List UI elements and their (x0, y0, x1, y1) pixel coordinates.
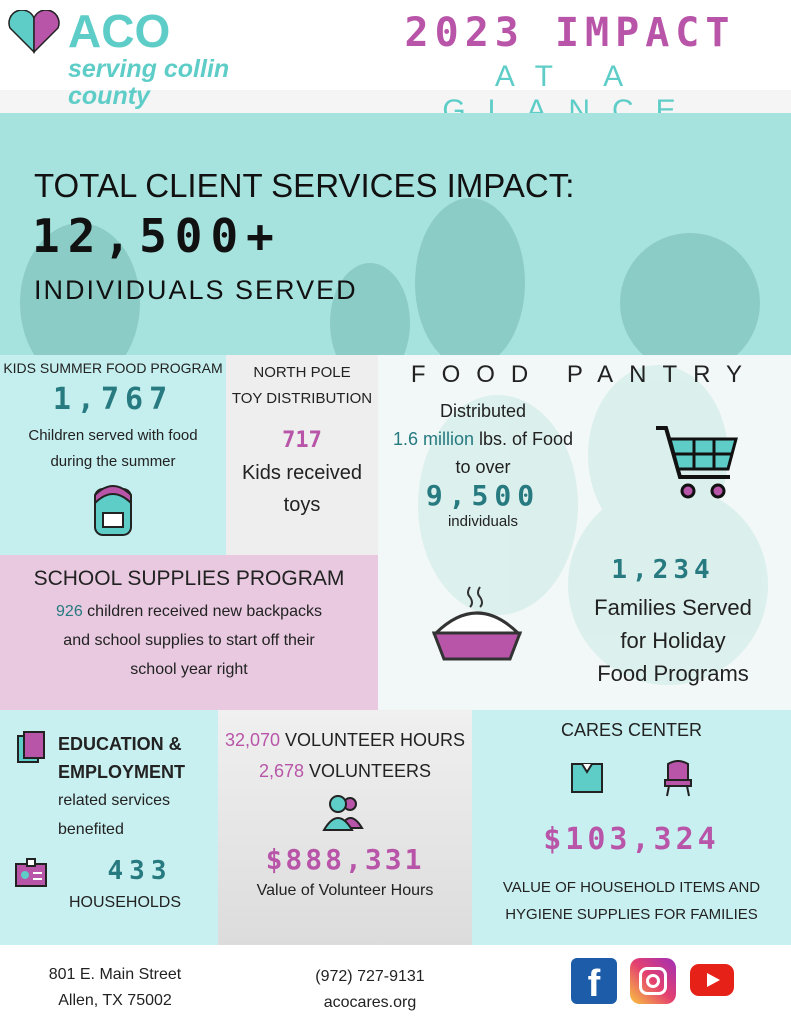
banner-caption: INDIVIDUALS SERVED (34, 275, 358, 305)
total-impact-banner: TOTAL CLIENT SERVICES IMPACT: 12,500+ IN… (0, 113, 791, 355)
volunteers-section: 32,070 VOLUNTEER HOURS 2,678 VOLUNTEERS … (218, 710, 472, 945)
school-supplies-section: SCHOOL SUPPLIES PROGRAM 926 children rec… (0, 555, 378, 710)
holiday-stat-number: 1,234 (611, 555, 715, 585)
stat-number: 9,500 (425, 479, 541, 512)
section-title: CARES CENTER (560, 720, 703, 740)
chair-icon (664, 760, 692, 797)
distribution-text: Distributed 1.6 million lbs. of Food to … (392, 401, 574, 477)
footer-address: 801 E. Main Street Allen, TX 75002 (48, 966, 182, 1009)
volunteer-hours: 32,070 VOLUNTEER HOURS (224, 730, 466, 750)
section-title: KIDS SUMMER FOOD PROGRAM (3, 360, 223, 376)
kids-summer-food-section: KIDS SUMMER FOOD PROGRAM 1,767 Children … (0, 355, 226, 555)
section-title: NORTH POLE TOY DISTRIBUTION (231, 364, 373, 407)
backpack-icon (94, 485, 132, 536)
holiday-description: Families Served for Holiday Food Programs (594, 595, 752, 686)
instagram-icon[interactable] (630, 958, 676, 1004)
education-employment-section: EDUCATION & EMPLOYMENT related services be… (0, 710, 218, 945)
description: Kids received toys (241, 462, 363, 516)
stat-caption: individuals (447, 513, 519, 530)
logo-tagline: serving collin county (68, 55, 230, 110)
youtube-icon[interactable] (690, 964, 734, 996)
footer-contact: (972) 727-9131 acocares.org (280, 964, 460, 1016)
description: VALUE OF HOUSEHOLD ITEMS AND HYGIENE SUPP… (502, 879, 761, 923)
banner-number: 12,500+ (32, 209, 282, 263)
people-icon (322, 795, 364, 831)
logo-text: ACO (68, 5, 171, 57)
cares-center-section: CARES CENTER $103,324 VALUE OF HOUSEHOLD… (472, 710, 791, 945)
description: 926 children received new backpacks and … (56, 603, 322, 678)
shopping-cart-icon (656, 426, 738, 499)
stat-number: 717 (282, 428, 322, 453)
section-title: EDUCATION & EMPLOYMENT (58, 734, 186, 782)
raised-hands-background-icon (20, 198, 760, 355)
banner-heading: TOTAL CLIENT SERVICES IMPACT: (34, 167, 575, 204)
stat-number: 1,767 (52, 382, 174, 417)
section-title: FOOD PANTRY (410, 361, 759, 388)
phone: (972) 727-9131 (315, 968, 425, 985)
pie-icon (431, 586, 523, 661)
description: Children served with food during the summ… (28, 427, 198, 470)
books-icon (17, 731, 45, 763)
family-background-icon (418, 365, 768, 685)
logo-heart-hands-icon (8, 10, 60, 54)
north-pole-section: NORTH POLE TOY DISTRIBUTION 717 Kids rece… (226, 355, 378, 555)
shirt-icon (571, 763, 603, 793)
volunteer-count: 2,678 VOLUNTEERS (258, 761, 432, 781)
section-title: SCHOOL SUPPLIES PROGRAM (33, 567, 345, 590)
food-pantry-section: FOOD PANTRY Distributed 1.6 million lbs.… (378, 355, 791, 710)
website-link[interactable]: acocares.org (323, 994, 417, 1011)
stat-caption: HOUSEHOLDS (68, 894, 182, 911)
header-strip (0, 90, 791, 113)
volunteer-value: $888,331 (265, 843, 425, 876)
facebook-icon[interactable]: f (571, 958, 617, 1005)
id-badge-icon (15, 858, 47, 887)
cares-value: $103,324 (543, 822, 720, 857)
stat-number: 433 (107, 856, 173, 886)
description: related services benefited (58, 792, 171, 838)
stat-caption: Value of Volunteer Hours (256, 882, 434, 899)
page-title: 2023 IMPACT (404, 10, 736, 56)
